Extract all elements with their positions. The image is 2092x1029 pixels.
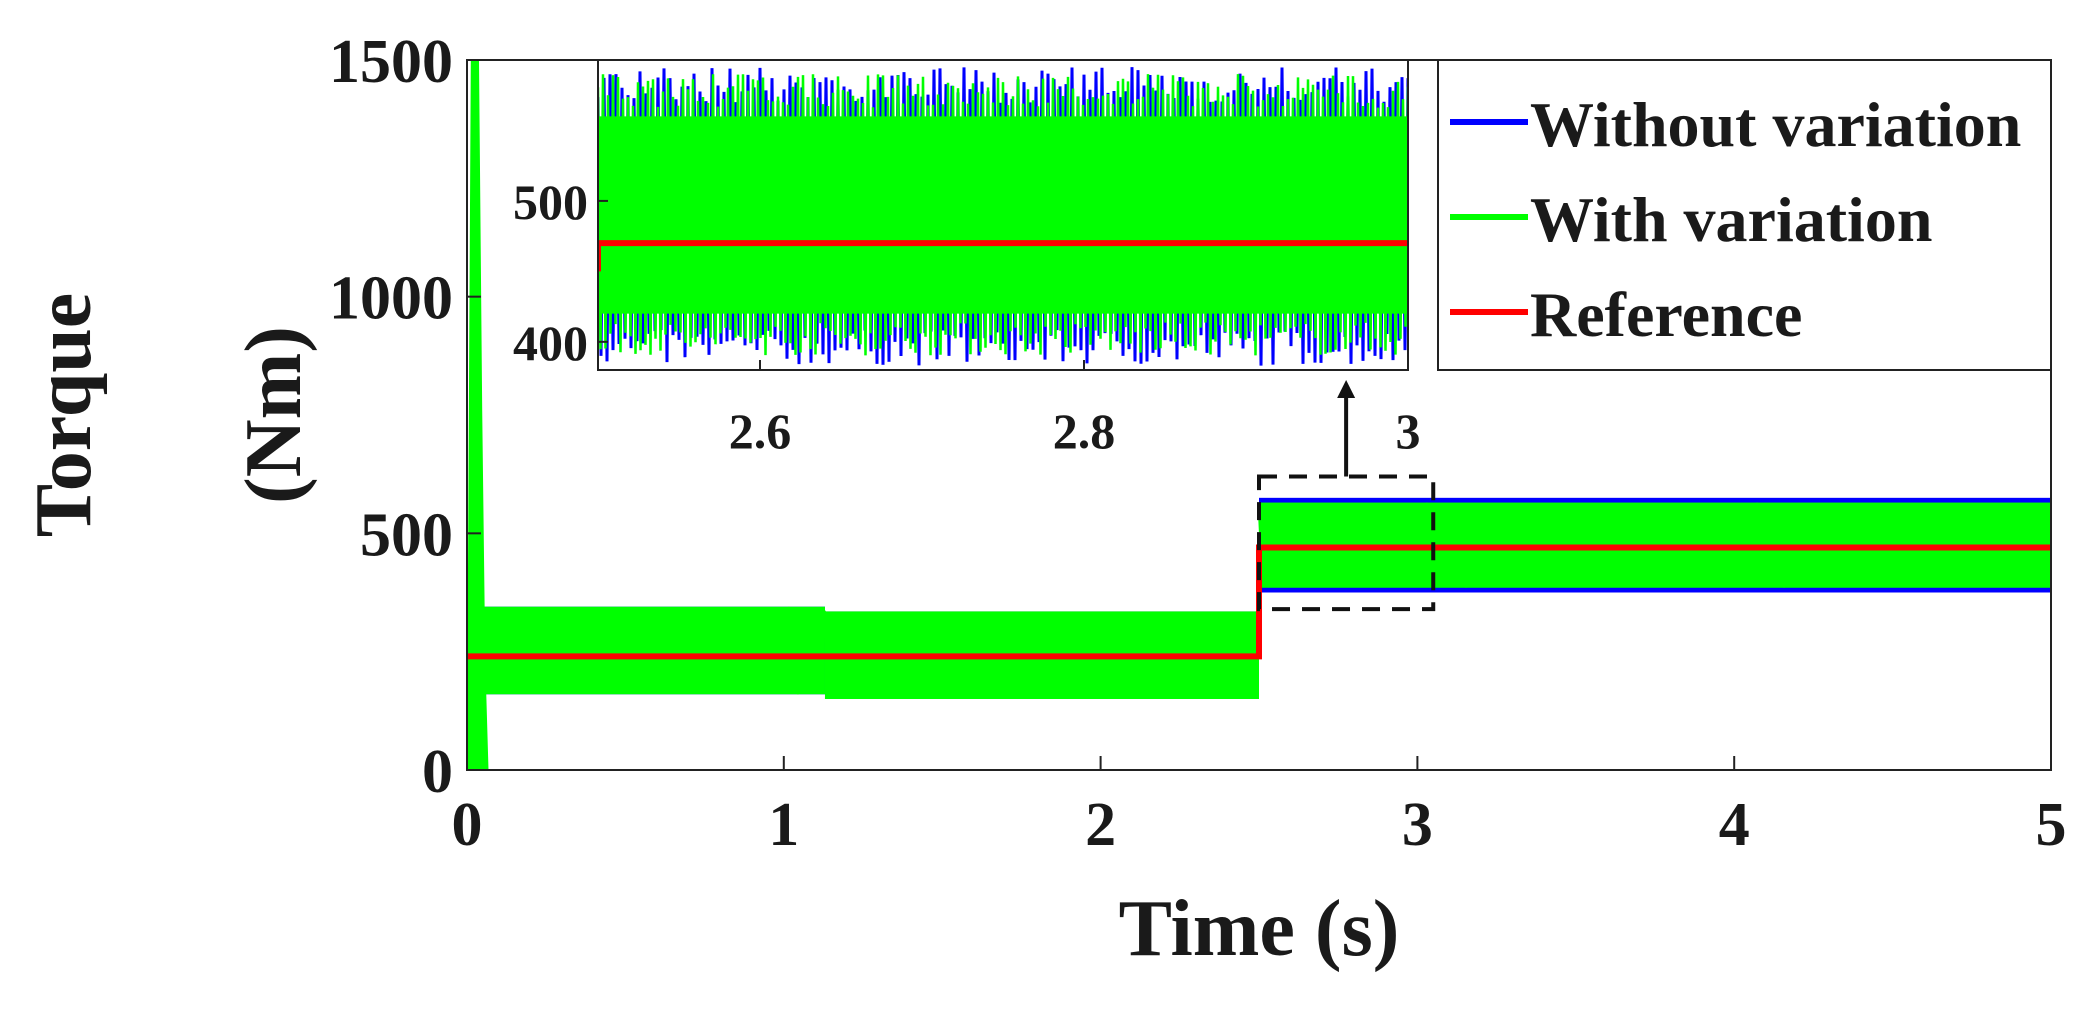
y-tick-label: 1000	[329, 265, 453, 333]
legend-box	[1437, 59, 2052, 371]
legend-label: Reference	[1530, 279, 1802, 350]
inset-y-tick-label: 400	[513, 315, 588, 371]
with-variation-startup-spike	[467, 60, 489, 770]
x-tick-label: 0	[452, 791, 483, 859]
inset-axis-ticks: 2.6 2.8 3 400 500	[513, 174, 1421, 459]
x-tick-label: 2	[1085, 791, 1116, 859]
x-tick-label: 1	[768, 791, 799, 859]
zoom-arrow-head	[1337, 380, 1356, 398]
inset-x-tick-label: 2.6	[729, 403, 792, 459]
zoom-indicator	[1257, 380, 1436, 612]
x-tick-label: 4	[1719, 791, 1750, 859]
inset-with-variation-trace	[598, 74, 1408, 356]
x-axis-label: Time (s)	[1119, 885, 1400, 973]
inset-plot-area	[598, 67, 1408, 366]
main-plot-area	[467, 60, 2051, 770]
y-tick-label: 0	[422, 738, 453, 806]
zoom-box	[1257, 474, 1436, 612]
legend-label: Without variation	[1530, 89, 2021, 160]
inset-axes-frame	[597, 59, 1409, 371]
x-tick-label: 5	[2036, 791, 2067, 859]
with-variation-oscillation-1	[824, 611, 1258, 700]
inset-x-tick-label: 2.8	[1053, 403, 1116, 459]
inset-y-tick-label: 500	[513, 174, 588, 230]
y-axis-label-line1: Torque	[20, 293, 108, 538]
legend: Without variation With variation Reference	[1437, 59, 2052, 371]
legend-label: With variation	[1530, 184, 1932, 255]
main-axis-ticks: 0 1 2 3 4 5 0 500 1000 1500	[329, 28, 2067, 859]
y-tick-label: 500	[360, 501, 453, 569]
with-variation-oscillation-0	[481, 606, 826, 695]
inset-without-variation-trace	[598, 67, 1408, 366]
y-axis-label-line2: (Nm)	[230, 326, 318, 504]
inset-x-tick-label: 3	[1396, 403, 1421, 459]
with-variation-oscillation-2	[1258, 502, 2051, 588]
y-tick-label: 1500	[329, 28, 453, 96]
x-tick-label: 3	[1402, 791, 1433, 859]
inset-reference-line	[598, 240, 1408, 272]
